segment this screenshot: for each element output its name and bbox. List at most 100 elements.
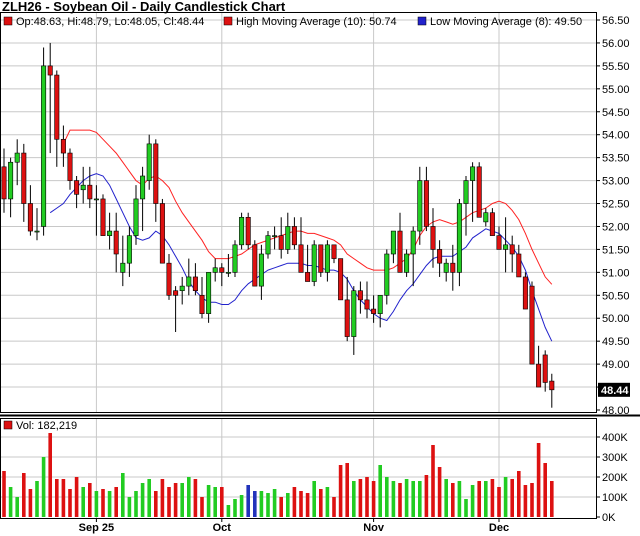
volume-bar	[536, 443, 541, 517]
volume-bar	[286, 493, 290, 517]
high-ma-legend-swatch	[223, 16, 233, 26]
volume-bar	[55, 479, 59, 517]
candle-body	[489, 212, 495, 236]
volume-bar	[391, 481, 396, 517]
candle	[450, 244, 456, 291]
volume-bar	[259, 491, 264, 517]
candle-body	[239, 216, 245, 246]
candle	[509, 235, 515, 273]
volume-bars	[2, 433, 554, 517]
candle	[60, 125, 66, 167]
candle-body	[298, 244, 304, 273]
volume-bar	[279, 497, 283, 517]
candle	[21, 143, 27, 222]
price-tick-label: 49.50	[602, 336, 630, 348]
candle-body	[476, 166, 482, 218]
last-price-label: 48.44	[601, 385, 629, 397]
candle-body	[206, 272, 212, 314]
candle-body	[344, 299, 350, 337]
volume-bar	[266, 493, 270, 517]
volume-bar	[81, 487, 85, 517]
candle-body	[331, 244, 337, 259]
last-price-box	[598, 382, 630, 397]
volume-bar	[88, 483, 92, 517]
candle	[232, 240, 238, 277]
candle	[324, 240, 330, 282]
volume-bar	[15, 497, 19, 517]
candle-body	[41, 65, 47, 227]
candle-body	[87, 184, 93, 200]
candle	[430, 208, 436, 268]
candle-body	[120, 262, 126, 273]
date-tick-label: Nov	[363, 522, 385, 534]
candle	[146, 134, 152, 190]
date-tick-label: Dec	[489, 522, 509, 534]
candle-body	[311, 244, 317, 282]
candle-body	[483, 212, 489, 223]
volume-bar	[107, 491, 112, 517]
price-tick-label: 50.00	[602, 313, 630, 325]
candle-body	[516, 253, 522, 278]
candle	[536, 345, 542, 388]
candle	[397, 212, 403, 273]
candle-body	[357, 290, 363, 301]
candle-body	[324, 244, 330, 273]
candle-body	[93, 198, 99, 201]
candle-body	[186, 276, 192, 287]
volume-bar	[371, 481, 376, 517]
candle	[542, 350, 548, 392]
candle-body	[21, 152, 27, 204]
candle-body	[258, 253, 264, 287]
candle-body	[364, 299, 370, 310]
candle-body	[166, 262, 172, 296]
volume-bar	[167, 487, 171, 517]
volume-bar	[140, 483, 145, 517]
candle-body	[291, 226, 297, 246]
candle	[384, 249, 390, 305]
candle-body	[549, 380, 555, 391]
candle	[410, 226, 416, 287]
candle	[34, 208, 40, 241]
candle	[93, 185, 99, 236]
volume-bar	[325, 487, 330, 517]
candle	[80, 166, 86, 204]
candle-body	[503, 244, 509, 250]
candle	[390, 230, 396, 264]
candle-body	[384, 253, 390, 296]
candle-body	[232, 244, 238, 273]
volume-bar	[220, 487, 224, 517]
candle-body	[397, 230, 403, 273]
volume-bar	[358, 479, 363, 517]
candle-body	[1, 166, 7, 200]
candle	[291, 217, 297, 250]
candle-body	[463, 180, 469, 204]
candle-body	[153, 143, 159, 204]
candle	[476, 162, 482, 218]
volume-bar	[121, 473, 125, 517]
candle-body	[456, 203, 462, 273]
candle-body	[437, 249, 443, 264]
candle-body	[450, 262, 456, 273]
candle	[503, 217, 509, 273]
volume-bar	[484, 481, 488, 517]
volume-bar	[517, 471, 521, 517]
candle-body	[60, 138, 66, 154]
price-tick-label: 51.50	[602, 244, 630, 256]
volume-bar	[550, 481, 554, 517]
volume-bar	[94, 491, 99, 517]
candle-body	[47, 65, 53, 76]
volume-bar	[444, 479, 448, 517]
candle-body	[54, 74, 60, 140]
volume-bar	[530, 483, 534, 517]
candle	[245, 212, 251, 250]
candle-body	[133, 198, 139, 236]
volume-bar	[2, 471, 6, 517]
candle	[120, 235, 126, 287]
volume-bar	[510, 479, 514, 517]
volume-bar	[319, 489, 323, 517]
candle-body	[159, 203, 165, 264]
candle-body	[212, 267, 218, 273]
candle	[41, 47, 47, 236]
candle	[113, 212, 119, 273]
candle	[522, 272, 528, 310]
